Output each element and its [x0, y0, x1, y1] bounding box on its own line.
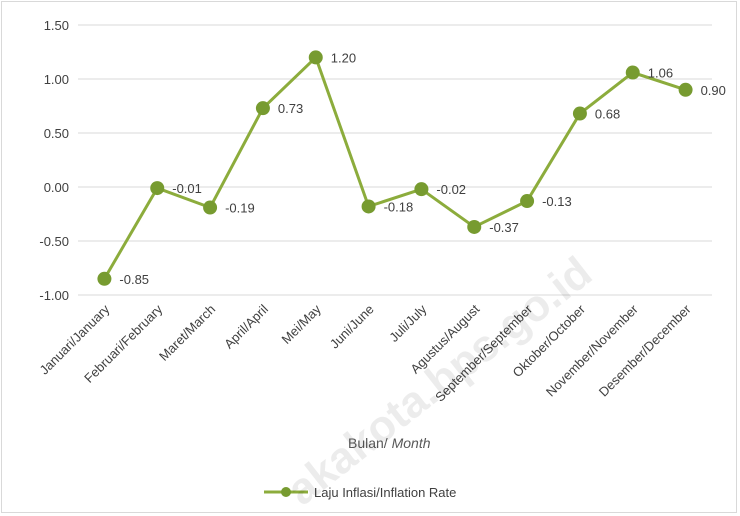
- x-tick-label: Juni/June: [327, 302, 377, 352]
- x-tick-label: Desember/December: [596, 301, 694, 399]
- data-label: -0.01: [172, 181, 202, 196]
- data-point: [97, 271, 112, 286]
- data-label: 0.90: [701, 83, 726, 98]
- data-label: -0.37: [489, 220, 519, 235]
- data-label: 1.06: [648, 66, 673, 81]
- series-line: [103, 55, 687, 280]
- data-point: [467, 219, 482, 234]
- legend-marker-swatch: [281, 487, 291, 497]
- data-point: [255, 101, 270, 116]
- data-point: [203, 200, 218, 215]
- data-label: 1.20: [331, 50, 356, 65]
- data-point: [572, 106, 587, 121]
- data-point: [520, 194, 535, 209]
- y-tick-label: -1.00: [39, 288, 69, 303]
- y-tick-label: 0.50: [44, 126, 69, 141]
- data-point: [308, 50, 323, 65]
- data-point: [414, 182, 429, 197]
- data-label: -0.18: [384, 199, 414, 214]
- data-point: [625, 65, 640, 80]
- data-label: 0.68: [595, 107, 620, 122]
- data-label: -0.02: [436, 182, 466, 197]
- x-tick-label: April/April: [221, 301, 271, 351]
- y-tick-label: 0.00: [44, 180, 69, 195]
- legend: Laju Inflasi/Inflation Rate: [264, 485, 456, 500]
- gridlines: [78, 24, 712, 296]
- data-label: -0.85: [119, 272, 149, 287]
- x-axis-ticks: Januari/JanuaryFebruari/FebruaryMaret/Ma…: [37, 301, 695, 405]
- data-point: [150, 181, 165, 196]
- x-tick-label: Mei/May: [279, 301, 325, 347]
- series-markers: [97, 50, 693, 286]
- data-label: 0.73: [278, 101, 303, 116]
- data-label: -0.13: [542, 194, 572, 209]
- x-axis-title: Bulan/ Month: [348, 435, 431, 451]
- data-point: [361, 199, 376, 214]
- y-axis-ticks: 1.50 1.00 0.50 0.00 -0.50 -1.00: [39, 18, 69, 303]
- legend-label: Laju Inflasi/Inflation Rate: [314, 485, 456, 500]
- y-tick-label: 1.50: [44, 18, 69, 33]
- y-tick-label: 1.00: [44, 72, 69, 87]
- x-tick-label: Maret/March: [156, 302, 218, 364]
- y-tick-label: -0.50: [39, 234, 69, 249]
- data-label: -0.19: [225, 201, 255, 216]
- data-point: [678, 82, 693, 97]
- x-tick-label: Juli/July: [386, 301, 430, 345]
- series-polyline: [103, 55, 687, 280]
- data-labels: -0.85 -0.01 -0.19 0.73 1.20 -0.18 -0.02 -0.37 -0…: [119, 50, 725, 286]
